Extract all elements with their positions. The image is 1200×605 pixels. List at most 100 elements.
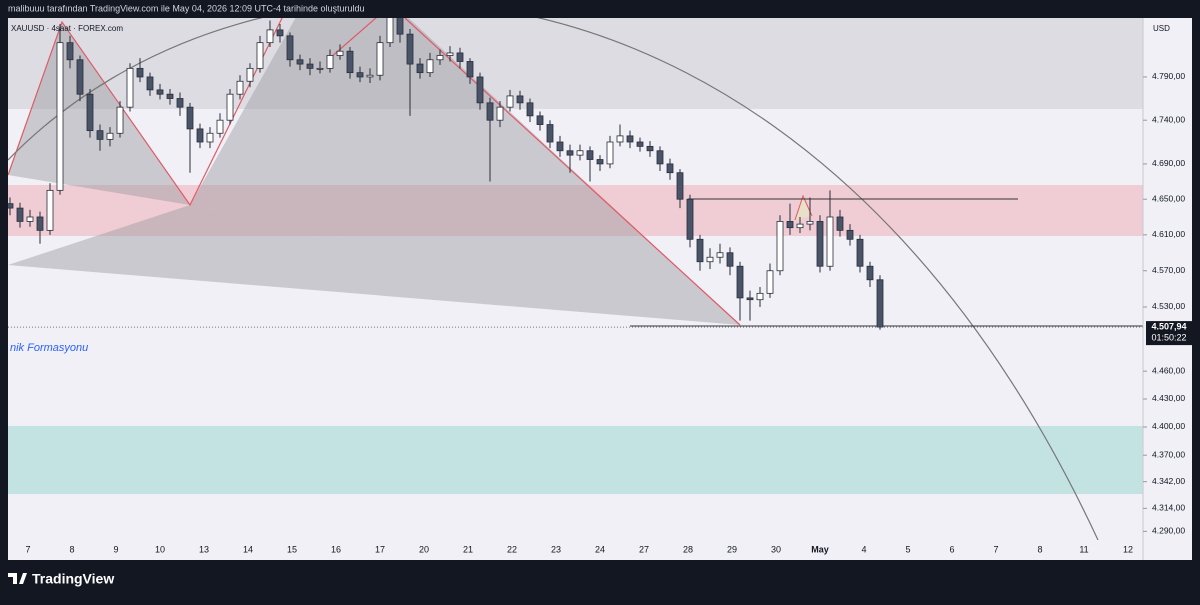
candle-body (516, 95, 524, 104)
header-text: malibuuu tarafından TradingView.com ile … (8, 3, 365, 13)
candle-body (366, 74, 374, 78)
x-tick-label: 10 (155, 544, 165, 554)
y-tick-label: 4.570,00 (1152, 265, 1185, 275)
candle-body (346, 50, 354, 74)
candle-body (116, 106, 124, 134)
candle-body (836, 216, 844, 231)
x-tick-label: 28 (683, 544, 693, 554)
candle-body (186, 106, 194, 130)
x-tick-label: 20 (419, 544, 429, 554)
candle-body (746, 297, 754, 301)
y-tick-label: 4.314,00 (1152, 503, 1185, 513)
pattern-line (8, 18, 283, 207)
x-tick-label: 7 (993, 544, 998, 554)
candle-body (646, 145, 654, 152)
candle-body (696, 238, 704, 263)
candle-body (486, 102, 494, 121)
candle-body (376, 42, 384, 76)
candle-body (166, 93, 174, 99)
candle-body (806, 221, 814, 225)
tag-box (1146, 321, 1192, 346)
candle-body (176, 98, 184, 108)
y-tick-label: 4.460,00 (1152, 365, 1185, 375)
candle-body (126, 67, 134, 108)
y-tick-label: 4.290,00 (1152, 526, 1185, 536)
currency: USD (1153, 24, 1170, 33)
x-tick-label: 17 (375, 544, 385, 554)
candle-body (526, 102, 534, 117)
candle-body (556, 141, 564, 152)
candle-body (26, 216, 34, 222)
x-tick-label: 8 (1037, 544, 1042, 554)
candle-body (446, 52, 454, 56)
x-tick-label: 13 (199, 544, 209, 554)
x-tick-label: 16 (331, 544, 341, 554)
candle-body (286, 35, 294, 61)
candle-body (316, 67, 324, 70)
candles (8, 18, 884, 330)
pattern-fill (8, 22, 190, 205)
candle-body (676, 172, 684, 200)
x-tick-label: 12 (1123, 544, 1133, 554)
y-tick-label: 4.790,00 (1152, 71, 1185, 81)
candle-body (436, 55, 444, 61)
pink-zone (8, 185, 1143, 236)
x-tick-label: 23 (551, 544, 561, 554)
candle-body (576, 150, 584, 156)
candle-body (386, 18, 394, 44)
pattern-line (329, 18, 377, 59)
candle-body (266, 29, 274, 44)
candle-body (326, 55, 334, 69)
candle-body (256, 42, 264, 69)
candle-body (336, 50, 344, 56)
candle-body (206, 132, 214, 143)
candle-body (296, 59, 304, 65)
y-tick-label: 4.530,00 (1152, 301, 1185, 311)
small-pattern (794, 194, 813, 221)
candle-body (866, 265, 874, 281)
last-price-label: 4.507,94 (1151, 321, 1186, 331)
candle-body (46, 189, 54, 231)
x-tick-label: 27 (639, 544, 649, 554)
candle-body (856, 238, 864, 267)
x-tick-label: 15 (287, 544, 297, 554)
footer-brand: TradingView (32, 571, 114, 587)
candle-body (56, 42, 64, 191)
x-tick-label: 9 (113, 544, 118, 554)
x-tick-label: 6 (949, 544, 954, 554)
price-axis: 4.790,00 4.740,00 4.690,00 4.650,00 4.610,00… (1143, 71, 1185, 536)
candle-body (416, 63, 424, 74)
pattern-line (404, 18, 741, 326)
candle-body (406, 33, 414, 65)
time-axis: 7 8 9 10 13 14 15 16 17 20 21 22 23 24 27 28 29 30 May 4 5 6 7… (25, 544, 1133, 554)
footer-logo (8, 573, 27, 584)
x-tick-label: 4 (861, 544, 866, 554)
x-tick-label: 30 (771, 544, 781, 554)
candle-body (766, 270, 774, 294)
candle-body (356, 72, 364, 78)
candle-body (726, 252, 734, 267)
candle-body (246, 67, 254, 82)
candle-body (96, 130, 104, 140)
x-tick-label: 5 (905, 544, 910, 554)
candle-body (636, 141, 644, 147)
candle-body (626, 135, 634, 143)
y-tick-label: 4.370,00 (1152, 449, 1185, 459)
y-tick-label: 4.690,00 (1152, 158, 1185, 168)
y-tick-label: 4.650,00 (1152, 193, 1185, 203)
candle-body (616, 135, 624, 143)
candle-body (226, 93, 234, 121)
candle-body (466, 61, 474, 78)
arc-curve (8, 18, 1099, 540)
candle-body (876, 279, 884, 328)
candle-body (16, 207, 24, 222)
candle-body (506, 95, 514, 108)
candle-body (786, 221, 794, 229)
x-tick-label: May (811, 544, 829, 554)
x-tick-label: 14 (243, 544, 253, 554)
demand-zone (8, 426, 1143, 494)
candle-body (596, 159, 604, 165)
x-tick-label: 7 (25, 544, 30, 554)
price-axis-background (1143, 18, 1192, 560)
